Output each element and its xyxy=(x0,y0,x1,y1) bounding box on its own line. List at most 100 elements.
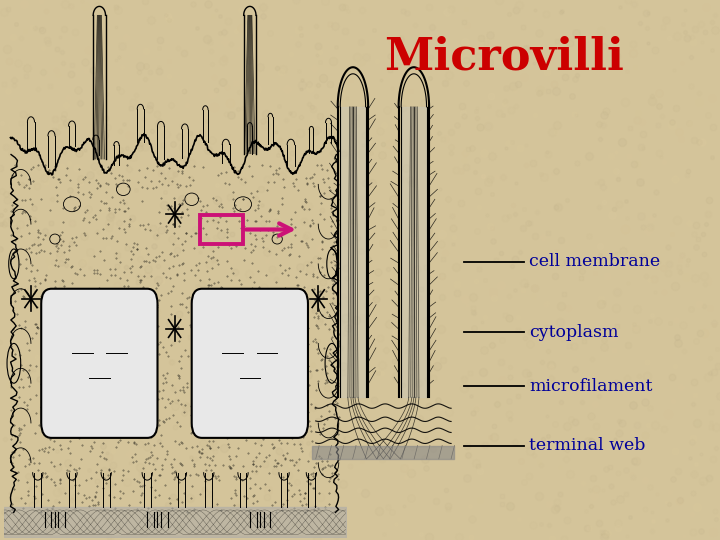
Point xyxy=(285,481,297,489)
Point xyxy=(244,273,256,281)
Point xyxy=(194,275,205,284)
Point xyxy=(40,275,51,284)
Point xyxy=(29,492,40,501)
Point xyxy=(163,494,175,502)
Point xyxy=(290,402,302,410)
Point xyxy=(63,411,75,420)
Point xyxy=(282,485,293,494)
Point xyxy=(222,366,234,375)
Point xyxy=(67,476,78,485)
Point xyxy=(99,375,110,384)
Point xyxy=(237,416,248,424)
Point xyxy=(325,450,336,458)
Point xyxy=(169,388,181,396)
Point xyxy=(316,464,328,473)
Point xyxy=(79,347,91,356)
Point xyxy=(58,248,70,256)
Point xyxy=(97,419,109,428)
Point xyxy=(53,299,64,307)
Point xyxy=(176,439,187,448)
Point xyxy=(290,325,302,334)
Point xyxy=(225,316,236,325)
Point xyxy=(254,462,266,470)
Point xyxy=(14,426,25,434)
Point xyxy=(302,456,313,465)
Point xyxy=(316,238,328,246)
Point xyxy=(47,502,58,510)
Point xyxy=(294,485,305,494)
Point xyxy=(18,293,30,302)
Point xyxy=(140,320,151,329)
Point xyxy=(66,391,78,400)
Point xyxy=(217,309,228,318)
Point xyxy=(270,250,282,259)
Point xyxy=(84,218,95,226)
Point xyxy=(16,232,27,240)
Point xyxy=(333,330,344,339)
Point xyxy=(13,450,24,459)
Point xyxy=(152,231,163,239)
Point xyxy=(143,454,154,462)
Point xyxy=(304,366,315,375)
Point xyxy=(110,308,122,316)
Point xyxy=(294,455,305,463)
Point xyxy=(158,379,169,387)
Point xyxy=(328,250,339,259)
Point xyxy=(6,448,18,456)
Point xyxy=(332,382,343,390)
Point xyxy=(256,441,267,449)
Point xyxy=(184,320,195,329)
Point xyxy=(79,401,91,409)
Point xyxy=(9,279,20,288)
Point xyxy=(225,454,236,463)
Point xyxy=(9,350,20,359)
Point xyxy=(117,295,129,303)
Point xyxy=(148,184,159,192)
Point xyxy=(22,487,34,496)
Point xyxy=(141,507,153,516)
Point xyxy=(122,181,134,190)
Point xyxy=(270,411,282,420)
Point xyxy=(197,348,209,356)
Point xyxy=(271,373,283,382)
Point xyxy=(186,327,197,335)
Point xyxy=(47,423,58,431)
Point xyxy=(144,225,156,234)
Point xyxy=(300,293,312,301)
Point xyxy=(252,204,264,213)
Point xyxy=(78,376,90,384)
Point xyxy=(21,477,32,486)
Point xyxy=(327,211,338,220)
Point xyxy=(73,415,84,424)
Point xyxy=(69,202,81,211)
Point xyxy=(285,239,297,248)
Point xyxy=(44,248,55,257)
Point xyxy=(181,379,193,388)
Point xyxy=(126,261,138,270)
Point xyxy=(36,489,48,498)
Point xyxy=(124,176,135,184)
Point xyxy=(248,277,260,286)
Point xyxy=(30,362,42,371)
Point xyxy=(320,320,331,328)
Point xyxy=(76,368,87,376)
Point xyxy=(266,308,278,317)
Point xyxy=(96,296,108,305)
Point xyxy=(303,381,315,390)
Point xyxy=(104,265,116,273)
Point xyxy=(104,465,115,474)
Point xyxy=(189,504,200,513)
Point xyxy=(68,396,79,404)
Point xyxy=(179,276,190,285)
Point xyxy=(155,219,166,228)
Point xyxy=(207,436,218,445)
Point xyxy=(109,347,120,356)
Point xyxy=(84,392,96,400)
Point xyxy=(118,224,130,233)
Point xyxy=(288,490,300,498)
Point xyxy=(29,273,40,282)
Point xyxy=(156,464,168,473)
Point xyxy=(315,192,326,200)
Point xyxy=(223,451,235,460)
Point xyxy=(6,505,18,514)
